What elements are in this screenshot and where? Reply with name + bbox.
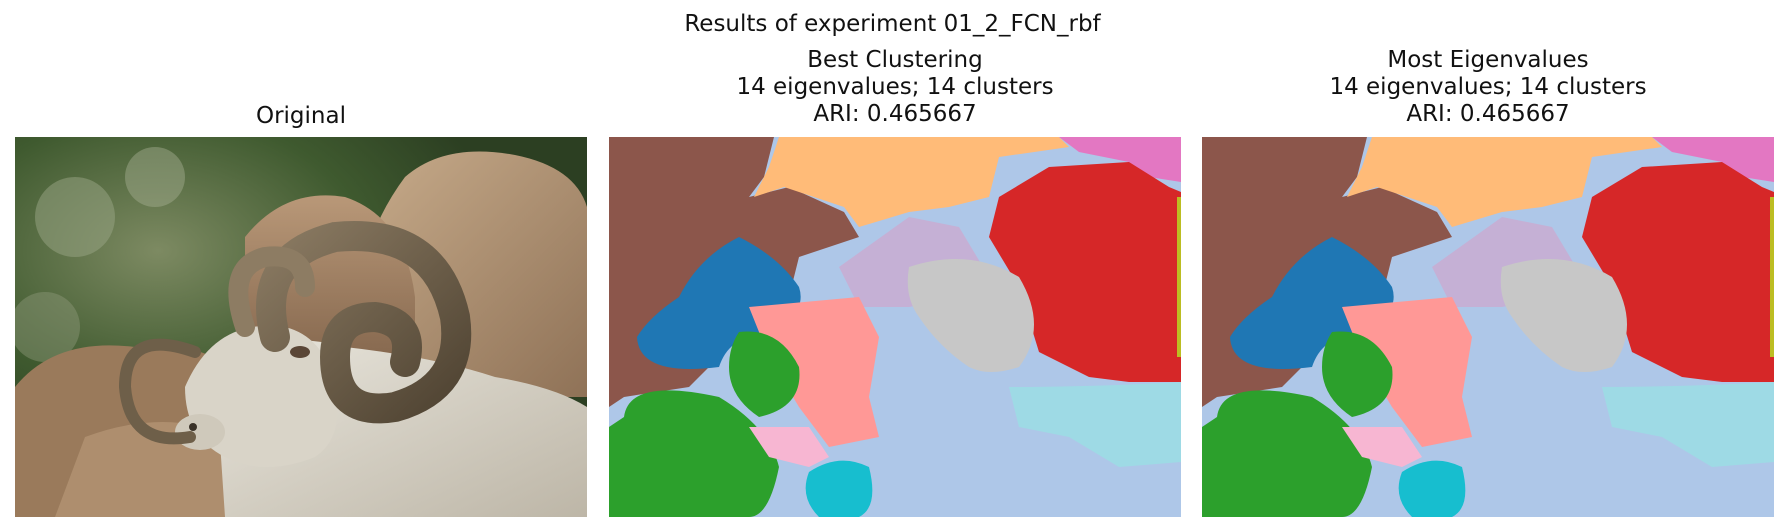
title-line: Original — [255, 103, 346, 129]
panel-title-most-eigenvalues: Most Eigenvalues 14 eigenvalues; 14 clus… — [1202, 47, 1774, 128]
title-line: Best Clustering — [807, 47, 983, 73]
title-line: ARI: 0.465667 — [813, 101, 977, 127]
ram-horn-left — [118, 338, 201, 445]
title-line: Most Eigenvalues — [1387, 47, 1589, 73]
best-clustering-panel — [609, 137, 1181, 517]
title-line: 14 eigenvalues; 14 clusters — [1329, 74, 1647, 100]
most-eigenvalues-map — [1202, 137, 1774, 517]
figure-suptitle: Results of experiment 01_2_FCN_rbf — [684, 11, 1101, 37]
ram-horn-back — [228, 246, 315, 337]
ram-horn-right — [256, 221, 472, 424]
original-image-panel — [15, 137, 587, 517]
title-line: ARI: 0.465667 — [1406, 101, 1570, 127]
ram-photo — [15, 137, 587, 517]
title-line: 14 eigenvalues; 14 clusters — [736, 74, 1054, 100]
panel-title-best-clustering: Best Clustering 14 eigenvalues; 14 clust… — [609, 47, 1181, 128]
ram-eye — [290, 346, 310, 358]
panel-title-original: Original — [15, 103, 587, 130]
best-clustering-map — [609, 137, 1181, 517]
most-eigenvalues-panel — [1202, 137, 1774, 517]
